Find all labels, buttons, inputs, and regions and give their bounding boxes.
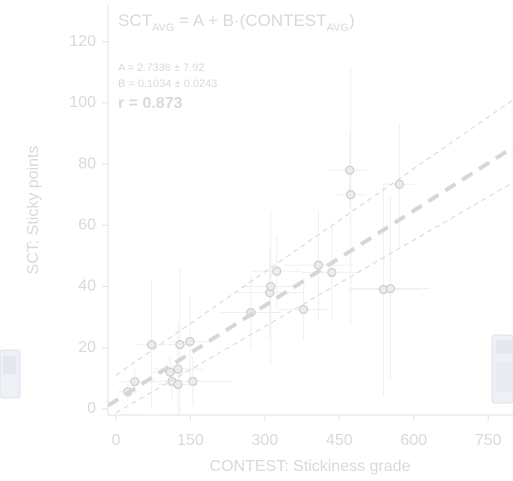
x-tick-label: 750: [475, 432, 502, 449]
y-tick-label: 40: [78, 278, 96, 295]
x-tick-label: 450: [326, 432, 353, 449]
title-part: AVG: [152, 22, 174, 34]
device-icon-right: [491, 334, 513, 404]
y-tick-label: 80: [78, 155, 96, 172]
chart-title: SCTAVG = A + B·(CONTESTAVG): [118, 11, 355, 33]
title-part: AVG: [327, 22, 349, 34]
point: [188, 376, 198, 386]
x-tick-label: 150: [177, 432, 204, 449]
annotation: A = 2.7336 ± 7.92: [118, 62, 204, 74]
y-tick-label: 100: [69, 94, 96, 111]
annotation: B = 0.1034 ± 0.0243: [118, 78, 217, 90]
x-tick-label: 0: [111, 432, 120, 449]
point: [173, 364, 183, 374]
point: [185, 336, 195, 347]
x-tick-label: 300: [251, 432, 278, 449]
point: [266, 281, 276, 292]
point: [130, 376, 140, 387]
point: [165, 367, 175, 377]
point: [173, 379, 183, 390]
fit-line: [108, 145, 513, 408]
point: [175, 339, 185, 350]
x-axis-label: CONTEST: Stickiness grade: [210, 458, 411, 475]
plot-area: [108, 66, 513, 415]
point: [346, 190, 356, 200]
confidence-band: [115, 181, 513, 414]
point: [394, 179, 404, 189]
y-tick-label: 120: [69, 33, 96, 50]
point: [385, 283, 396, 294]
title-part: = A + B·(CONTEST: [174, 11, 326, 30]
annotation: r = 0.873: [118, 95, 183, 112]
y-tick-label: 20: [78, 339, 96, 356]
x-tick-label: 600: [400, 432, 427, 449]
y-axis-label: SCT: Sticky points: [25, 146, 42, 275]
point: [298, 304, 309, 315]
point: [147, 339, 157, 350]
point: [345, 165, 355, 175]
point: [313, 260, 324, 270]
point: [327, 267, 337, 278]
device-icon-left: [0, 349, 21, 399]
title-part: ): [349, 11, 355, 30]
y-tick-label: 0: [87, 400, 96, 417]
title-part: SCT: [118, 11, 152, 30]
confidence-band: [115, 99, 513, 376]
y-tick-label: 60: [78, 217, 96, 234]
point: [272, 266, 282, 276]
